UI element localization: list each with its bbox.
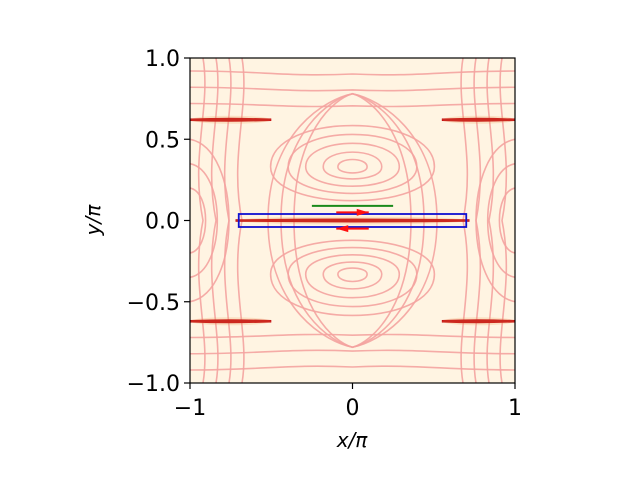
y-ticks: −1.0 −0.5 0.0 0.5 1.0	[127, 47, 190, 397]
x-ticks: −1 0 1	[174, 383, 522, 421]
contour-lower-island	[337, 267, 368, 283]
x-tick-label: 1	[508, 396, 522, 421]
y-tick-label: 1.0	[145, 47, 180, 72]
contour-side-island-right	[475, 138, 515, 303]
flow-arrow-head	[336, 225, 349, 233]
contour-upper-island	[322, 151, 383, 180]
integration-box	[237, 213, 468, 228]
current-sheet	[190, 117, 272, 122]
current-sheet	[441, 319, 515, 324]
contour-horizontal-line	[190, 86, 515, 92]
contour-lower-island	[322, 261, 383, 290]
current-sheet	[441, 117, 515, 122]
contour-side-island-left	[190, 162, 219, 279]
overlay-markers	[237, 204, 468, 233]
contour-upper-island	[304, 142, 401, 187]
contour-side-island-left	[190, 138, 230, 303]
y-tick-label: 0.0	[145, 210, 180, 235]
y-tick-label: −0.5	[127, 291, 180, 316]
contour-horizontal-line	[190, 70, 515, 76]
contour-horizontal-line	[190, 349, 515, 355]
contour-lower-island	[304, 254, 401, 299]
contour-horizontal-line	[190, 365, 515, 371]
current-sheet-glow	[190, 115, 272, 124]
flow-arrow-head	[356, 208, 369, 216]
current-sheets	[190, 115, 515, 326]
y-tick-label: 0.5	[145, 128, 180, 153]
x-axis-label: x/π	[336, 428, 369, 452]
x-tick-label: 0	[346, 396, 360, 421]
current-sheet	[235, 218, 470, 223]
contour-upper-island	[269, 124, 436, 202]
contour-lower-island	[269, 239, 436, 317]
contour-side-island-left	[190, 187, 207, 254]
y-tick-label: −1.0	[127, 372, 180, 397]
y-axis-label: y/π	[81, 204, 105, 237]
current-sheet-glow	[190, 317, 272, 326]
contour-horizontal-line	[190, 102, 515, 108]
current-sheet-glow	[441, 317, 515, 326]
contour-horizontal-line	[190, 333, 515, 339]
x-tick-label: −1	[174, 396, 206, 421]
current-sheet-glow	[441, 115, 515, 124]
contour-side-island-right	[498, 187, 515, 254]
contour-upper-island	[337, 158, 368, 174]
current-sheet-glow	[235, 216, 470, 225]
contour-side-island-right	[486, 162, 515, 279]
current-sheet	[190, 319, 272, 324]
